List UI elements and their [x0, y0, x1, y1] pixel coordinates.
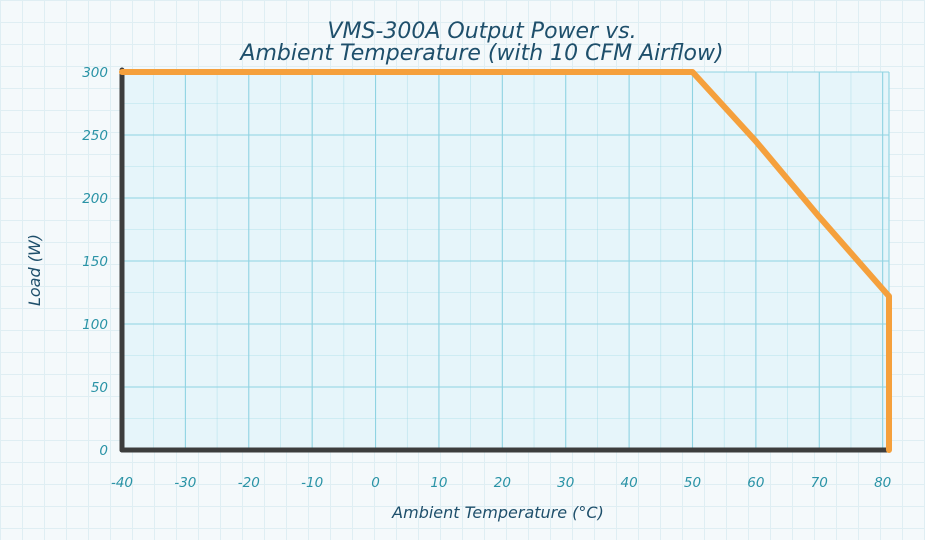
y-tick-label: 150 [82, 254, 108, 270]
x-tick-label: 40 [621, 475, 638, 491]
y-tick-label: 0 [99, 443, 108, 459]
y-tick-label: 50 [91, 380, 108, 396]
x-tick-label: 10 [430, 475, 447, 491]
x-tick-label: 50 [684, 475, 701, 491]
x-axis-title: Ambient Temperature (°C) [391, 503, 604, 522]
chart-title-line-2: Ambient Temperature (with 10 CFM Airflow… [238, 41, 723, 66]
x-tick-label: 30 [557, 475, 574, 491]
y-tick-label: 100 [82, 317, 108, 333]
x-tick-label: -40 [111, 475, 133, 491]
x-tick-label: -20 [238, 475, 260, 491]
series-layer [119, 69, 892, 453]
chart-title-line-1: VMS-300A Output Power vs. [327, 19, 636, 44]
axes [119, 67, 892, 453]
tick-labels: -40 -30 -20 -10 0 10 20 30 40 50 60 70 80 0 50 100 150 20… [82, 65, 891, 491]
y-tick-label: 200 [82, 191, 108, 207]
y-tick-label: 250 [82, 128, 108, 144]
x-tick-label: 60 [747, 475, 764, 491]
x-tick-label: 70 [811, 475, 828, 491]
x-tick-label: -30 [174, 475, 196, 491]
series-line-0 [119, 69, 892, 453]
x-tick-label: -10 [301, 475, 323, 491]
x-tick-label: 0 [371, 475, 380, 491]
y-tick-label: 300 [82, 65, 108, 81]
x-tick-label: 80 [874, 475, 891, 491]
x-tick-label: 20 [494, 475, 511, 491]
y-axis-title: Load (W) [25, 234, 44, 306]
